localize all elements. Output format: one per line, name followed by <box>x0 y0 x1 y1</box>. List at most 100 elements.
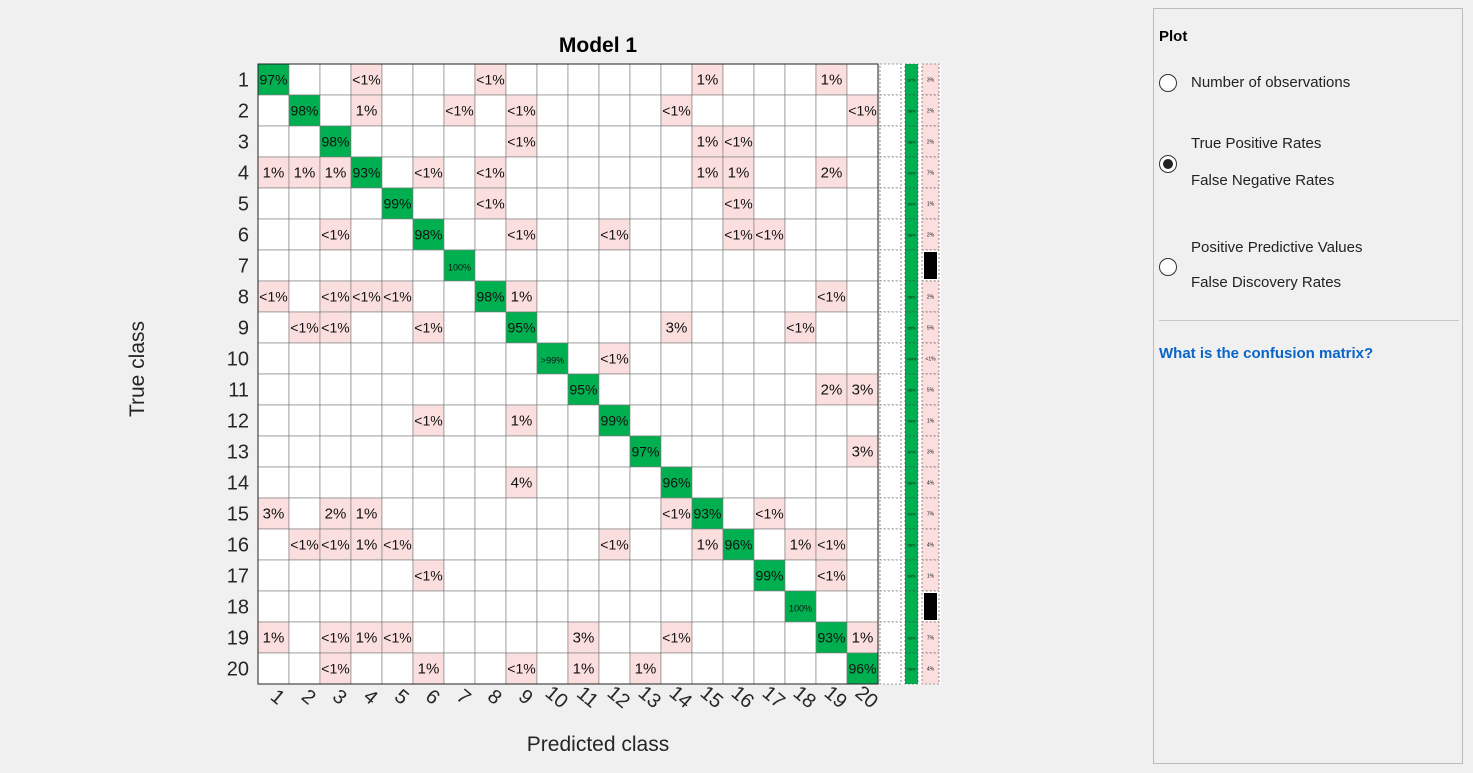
matrix-cell <box>753 280 786 313</box>
option-label-secondary: False Negative Rates <box>1191 172 1335 189</box>
matrix-cell <box>567 311 600 344</box>
matrix-cell <box>288 466 321 499</box>
matrix-cell <box>753 559 786 592</box>
matrix-cell <box>474 559 507 592</box>
help-link[interactable]: What is the confusion matrix? <box>1159 345 1374 362</box>
matrix-cell <box>505 559 538 592</box>
column-tick-label: 2 <box>297 685 320 709</box>
matrix-cell <box>350 156 383 189</box>
matrix-cell <box>319 187 352 220</box>
tpr-cell <box>904 311 919 344</box>
matrix-cell <box>784 621 817 654</box>
matrix-cell <box>784 497 817 530</box>
matrix-cell <box>722 559 755 592</box>
tpr-cell <box>904 652 919 685</box>
matrix-cell <box>319 94 352 127</box>
matrix-cell <box>443 311 476 344</box>
matrix-cell <box>753 218 786 251</box>
matrix-cell <box>722 156 755 189</box>
matrix-cell <box>474 497 507 530</box>
cell-label: 1% <box>263 630 285 647</box>
matrix-cell <box>257 528 290 561</box>
cell-label: 100% <box>789 604 812 614</box>
matrix-cell <box>629 559 662 592</box>
matrix-cell <box>660 63 693 96</box>
matrix-cell <box>629 156 662 189</box>
matrix-cell <box>567 249 600 282</box>
cell-label: 1% <box>728 165 750 182</box>
matrix-cell <box>846 652 879 685</box>
matrix-cell <box>784 528 817 561</box>
row-tick-label: 7 <box>238 256 249 278</box>
matrix-cell <box>381 466 414 499</box>
matrix-cell <box>350 94 383 127</box>
fnr-label: 4% <box>927 481 935 487</box>
matrix-cell <box>350 528 383 561</box>
matrix-cell <box>319 466 352 499</box>
plot-title: Model 1 <box>558 34 638 57</box>
matrix-cell <box>257 590 290 623</box>
matrix-cell <box>536 435 569 468</box>
matrix-cell <box>505 94 538 127</box>
matrix-cell <box>257 342 290 375</box>
matrix-cell <box>381 590 414 623</box>
summary-cell <box>879 156 902 189</box>
matrix-cell <box>319 63 352 96</box>
matrix-cell <box>629 342 662 375</box>
column-tick-label: 14 <box>665 682 696 713</box>
matrix-cell <box>536 249 569 282</box>
tpr-cell <box>904 404 919 437</box>
matrix-cell <box>350 218 383 251</box>
cell-label: 99% <box>755 568 783 584</box>
cell-label: <1% <box>352 289 380 305</box>
fnr-black-bar <box>924 252 937 279</box>
matrix-cell <box>288 590 321 623</box>
matrix-cell <box>815 404 848 437</box>
panel-divider <box>1159 320 1459 321</box>
matrix-cell <box>350 342 383 375</box>
summary-cell <box>879 590 902 623</box>
row-tick-label: 4 <box>238 163 249 185</box>
matrix-cell <box>319 435 352 468</box>
row-tick-label: 5 <box>238 194 249 216</box>
cell-label: 3% <box>852 444 874 461</box>
matrix-cell <box>815 497 848 530</box>
summary-cell <box>879 404 902 437</box>
matrix-cell <box>753 373 786 406</box>
matrix-cell <box>691 311 724 344</box>
matrix-cell <box>753 63 786 96</box>
matrix-cell <box>784 156 817 189</box>
summary-cell <box>879 342 902 375</box>
matrix-cell <box>846 621 879 654</box>
cell-label: 1% <box>697 72 719 89</box>
cell-label: <1% <box>724 134 752 150</box>
matrix-cell <box>722 621 755 654</box>
matrix-cell <box>536 373 569 406</box>
radio-button-icon[interactable] <box>1159 74 1177 92</box>
cell-label: 98% <box>476 289 504 305</box>
row-tick-label: 1 <box>238 70 249 92</box>
matrix-cell <box>474 311 507 344</box>
matrix-cell <box>536 94 569 127</box>
matrix-cell <box>288 404 321 437</box>
cell-label: <1% <box>383 630 411 646</box>
matrix-cell <box>660 435 693 468</box>
matrix-cell <box>319 404 352 437</box>
cell-label: 98% <box>414 227 442 243</box>
matrix-cell <box>536 652 569 685</box>
matrix-cell <box>722 280 755 313</box>
matrix-cell <box>505 373 538 406</box>
radio-button-icon[interactable] <box>1159 258 1177 276</box>
matrix-cell <box>536 497 569 530</box>
matrix-cell <box>567 156 600 189</box>
matrix-cell <box>505 435 538 468</box>
radio-button-selected-icon[interactable] <box>1159 155 1177 173</box>
tpr-label: >99% <box>906 357 917 362</box>
matrix-cell <box>381 652 414 685</box>
matrix-cell <box>753 249 786 282</box>
matrix-cell <box>412 249 445 282</box>
matrix-cell <box>443 373 476 406</box>
matrix-cell <box>443 63 476 96</box>
tpr-cell <box>904 249 919 282</box>
row-tick-label: 14 <box>227 473 249 495</box>
